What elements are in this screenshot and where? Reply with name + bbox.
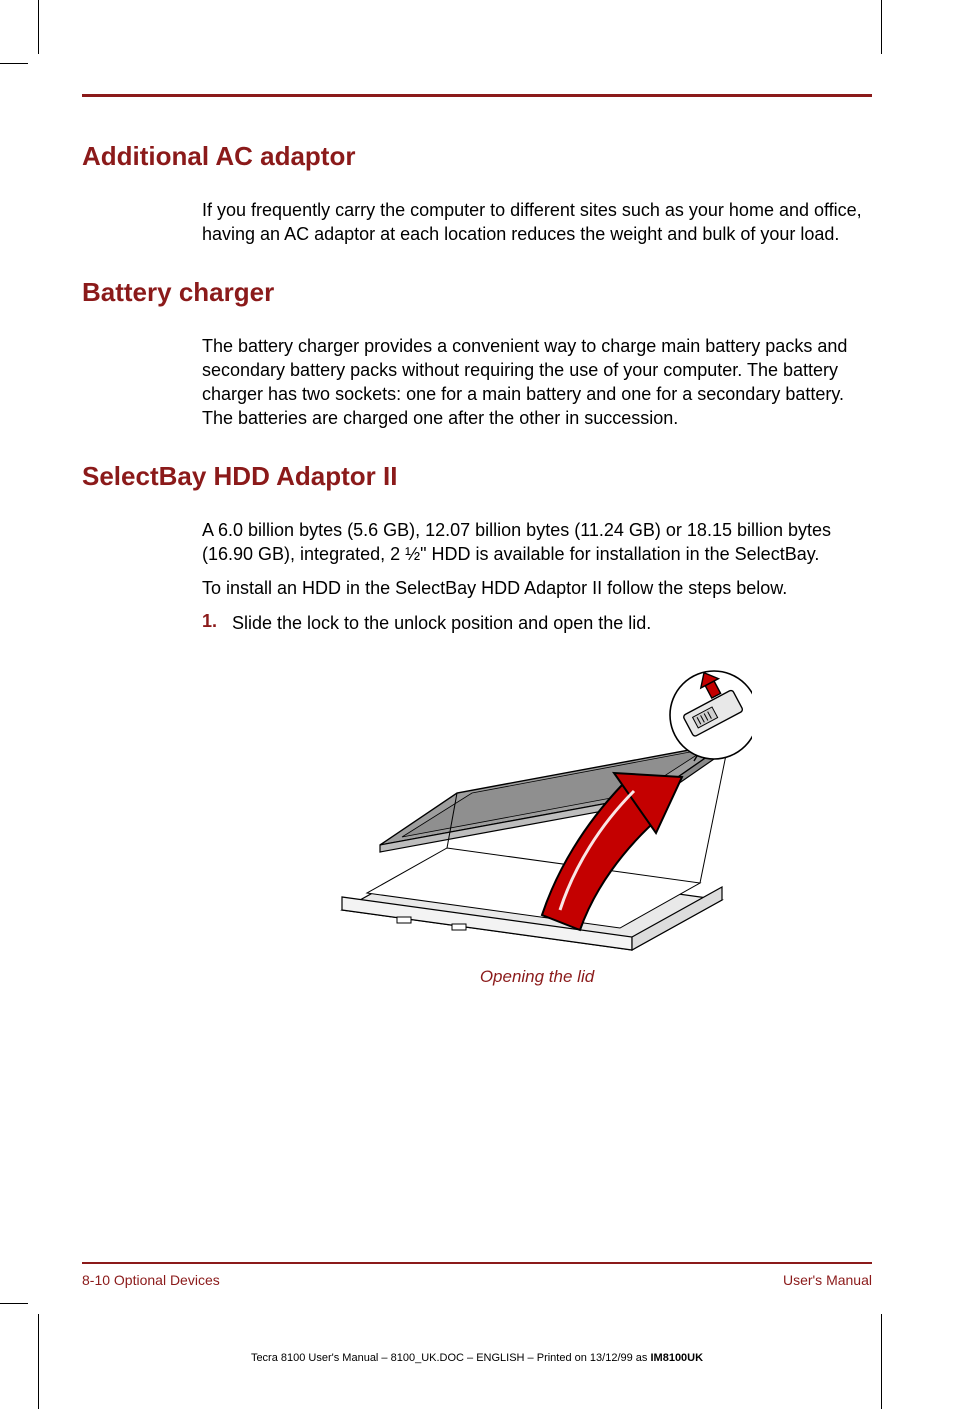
list-text: Slide the lock to the unlock position an… [232,611,651,635]
crop-mark [881,0,882,54]
section-body: The battery charger provides a convenien… [202,334,872,431]
crop-mark [0,1303,28,1304]
footer-right: User's Manual [783,1272,872,1288]
list-number: 1. [202,611,232,635]
page-footer: 8-10 Optional Devices User's Manual [82,1272,872,1288]
imprint-code: IM8100UK [650,1352,703,1364]
page-content: Additional AC adaptor If you frequently … [82,60,872,1304]
crop-mark [0,63,28,64]
paragraph: If you frequently carry the computer to … [202,198,872,247]
imprint-line: Tecra 8100 User's Manual – 8100_UK.DOC –… [82,1352,872,1364]
footer-left: 8-10 Optional Devices [82,1272,220,1288]
paragraph: To install an HDD in the SelectBay HDD A… [202,576,872,600]
section-heading: Battery charger [82,277,872,308]
hdd-adaptor-illustration [322,665,752,955]
figure-caption: Opening the lid [202,967,872,987]
section-heading: Additional AC adaptor [82,141,872,172]
section-body: If you frequently carry the computer to … [202,198,872,247]
paragraph: The battery charger provides a convenien… [202,334,872,431]
section-body: A 6.0 billion bytes (5.6 GB), 12.07 bill… [202,518,872,635]
crop-mark [881,1314,882,1409]
crop-mark [38,0,39,54]
figure: Opening the lid [202,665,872,987]
lock-callout [670,668,752,759]
top-rule [82,94,872,97]
crop-mark [38,1314,39,1409]
imprint-prefix: Tecra 8100 User's Manual – 8100_UK.DOC –… [251,1352,651,1364]
paragraph: A 6.0 billion bytes (5.6 GB), 12.07 bill… [202,518,872,567]
footer-rule [82,1262,872,1264]
ordered-list-item: 1. Slide the lock to the unlock position… [202,611,872,635]
section-heading: SelectBay HDD Adaptor II [82,461,872,492]
